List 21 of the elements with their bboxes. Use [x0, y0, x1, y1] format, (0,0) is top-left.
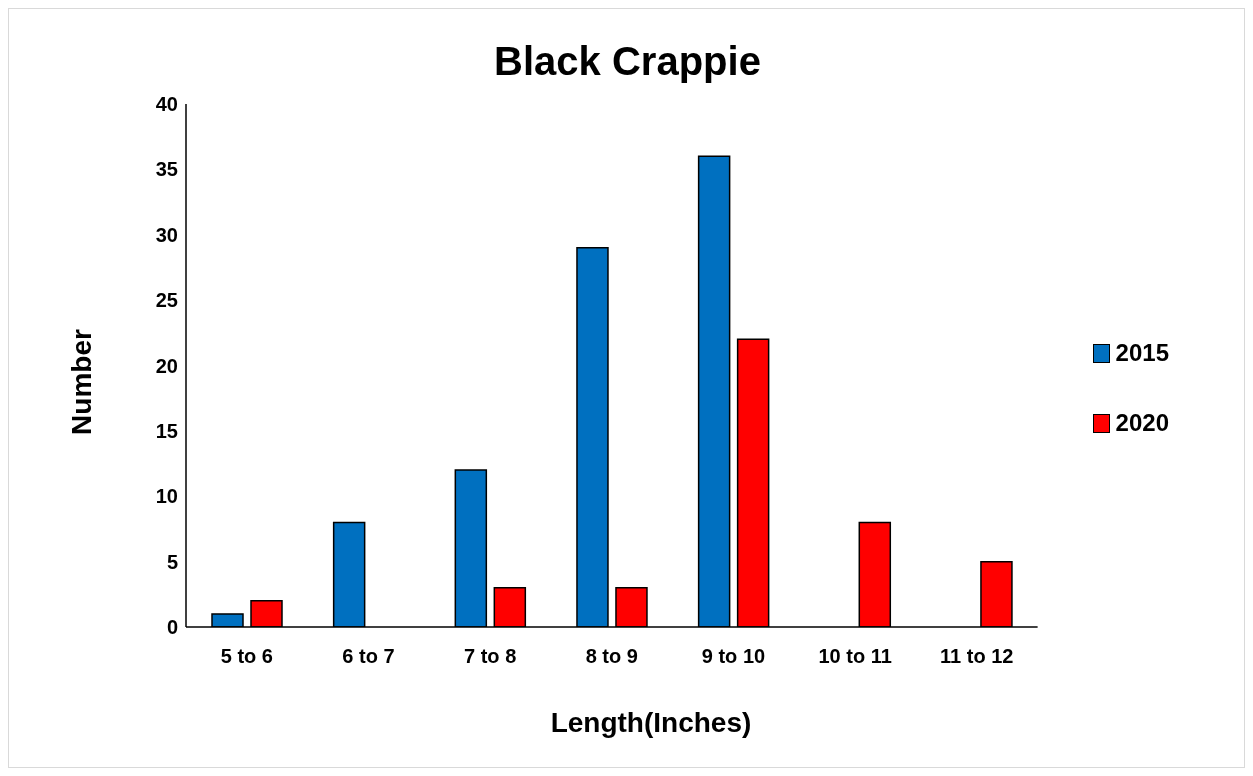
- y-tick-label: 5: [166, 550, 178, 573]
- legend-label: 2015: [1115, 339, 1169, 367]
- y-tick-label: 30: [155, 223, 178, 246]
- y-tick-label: 15: [155, 419, 178, 442]
- y-tick-label: 10: [155, 485, 178, 508]
- x-tick-label: 11 to 12: [940, 645, 1014, 668]
- legend-label: 2020: [1115, 409, 1169, 437]
- y-axis-title: Number: [66, 328, 98, 437]
- x-tick-label: 9 to 10: [701, 645, 766, 668]
- x-axis-title: Length(Inches): [549, 707, 753, 739]
- y-tick-label: 40: [155, 93, 178, 116]
- x-tick-label: 6 to 7: [342, 645, 395, 668]
- x-tick-label: 10 to 11: [818, 645, 892, 668]
- x-tick-label: 7 to 8: [464, 645, 517, 668]
- y-tick-label: 20: [155, 354, 178, 377]
- y-tick-label: 25: [155, 289, 178, 312]
- y-tick-label: 0: [166, 616, 178, 639]
- chart-title: Black Crappie: [493, 39, 762, 84]
- x-tick-label: 5 to 6: [220, 645, 273, 668]
- y-tick-label: 35: [155, 158, 178, 181]
- x-tick-label: 8 to 9: [585, 645, 638, 668]
